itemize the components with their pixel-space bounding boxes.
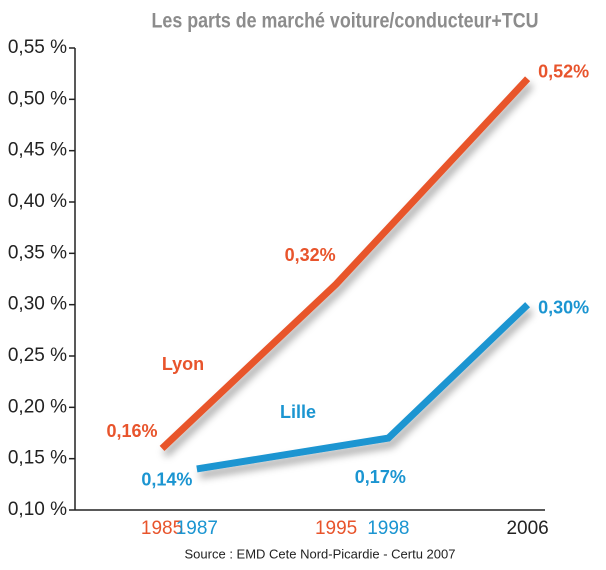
- value-label: 0,16%: [107, 421, 158, 441]
- series-name: Lyon: [162, 354, 204, 374]
- x-tick-label: 1995: [315, 518, 357, 539]
- line: [196, 302, 531, 473]
- chart-title: Les parts de marché voiture/conducteur+T…: [152, 9, 539, 33]
- value-label: 0,17%: [355, 467, 406, 487]
- series-name: Lille: [280, 402, 316, 422]
- y-tick-label: 0,10 %: [8, 499, 67, 520]
- y-tick-label: 0,25 %: [8, 345, 67, 366]
- value-label: 0,32%: [285, 245, 336, 265]
- y-tick-label: 0,35 %: [8, 242, 67, 263]
- y-tick-label: 0,15 %: [8, 448, 67, 469]
- y-tick-label: 0,30 %: [8, 294, 67, 315]
- y-tick-label: 0,55 %: [8, 37, 67, 58]
- y-tick-label: 0,45 %: [8, 140, 67, 161]
- value-label: 0,30%: [538, 297, 589, 317]
- line: [159, 76, 531, 451]
- x-tick-label: 1985: [141, 518, 183, 539]
- y-tick-label: 0,50 %: [8, 88, 67, 109]
- x-tick-label: 1998: [367, 518, 409, 539]
- x-tick-label: 1987: [176, 518, 218, 539]
- x-tick-label: 2006: [506, 518, 548, 539]
- value-label: 0,14%: [141, 470, 192, 490]
- y-tick-label: 0,40 %: [8, 191, 67, 212]
- y-tick-label: 0,20 %: [8, 396, 67, 417]
- value-label: 0,52%: [538, 62, 589, 82]
- source: Source : EMD Cete Nord-Picardie - Certu …: [185, 546, 456, 561]
